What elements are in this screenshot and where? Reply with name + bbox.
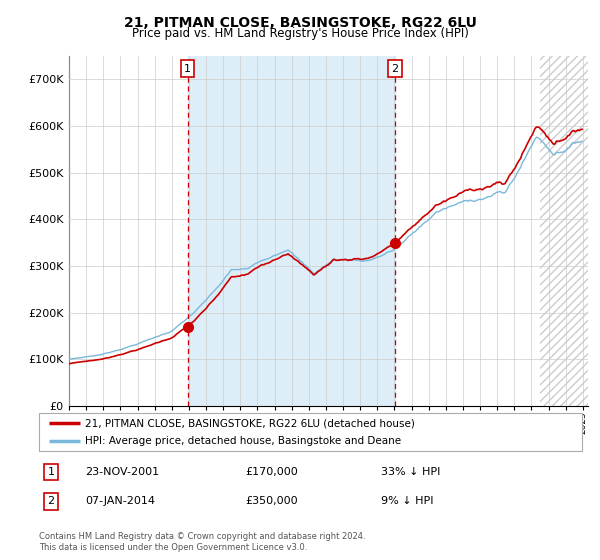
Text: 2: 2 [47, 496, 55, 506]
Bar [540, 56, 588, 406]
Text: 1: 1 [184, 64, 191, 73]
Text: £350,000: £350,000 [245, 496, 298, 506]
Text: Contains HM Land Registry data © Crown copyright and database right 2024.: Contains HM Land Registry data © Crown c… [39, 532, 365, 541]
Text: 2: 2 [392, 64, 398, 73]
Bar [188, 56, 395, 406]
Text: 1: 1 [47, 467, 55, 477]
Text: £170,000: £170,000 [245, 467, 298, 477]
Text: Price paid vs. HM Land Registry's House Price Index (HPI): Price paid vs. HM Land Registry's House … [131, 27, 469, 40]
Text: 21, PITMAN CLOSE, BASINGSTOKE, RG22 6LU: 21, PITMAN CLOSE, BASINGSTOKE, RG22 6LU [124, 16, 476, 30]
Text: 07-JAN-2014: 07-JAN-2014 [85, 496, 155, 506]
Text: This data is licensed under the Open Government Licence v3.0.: This data is licensed under the Open Gov… [39, 543, 307, 552]
Text: 23-NOV-2001: 23-NOV-2001 [85, 467, 159, 477]
Bar [540, 56, 588, 406]
Text: 33% ↓ HPI: 33% ↓ HPI [381, 467, 440, 477]
Text: HPI: Average price, detached house, Basingstoke and Deane: HPI: Average price, detached house, Basi… [85, 436, 401, 446]
Text: 21, PITMAN CLOSE, BASINGSTOKE, RG22 6LU (detached house): 21, PITMAN CLOSE, BASINGSTOKE, RG22 6LU … [85, 418, 415, 428]
Text: 9% ↓ HPI: 9% ↓ HPI [381, 496, 434, 506]
